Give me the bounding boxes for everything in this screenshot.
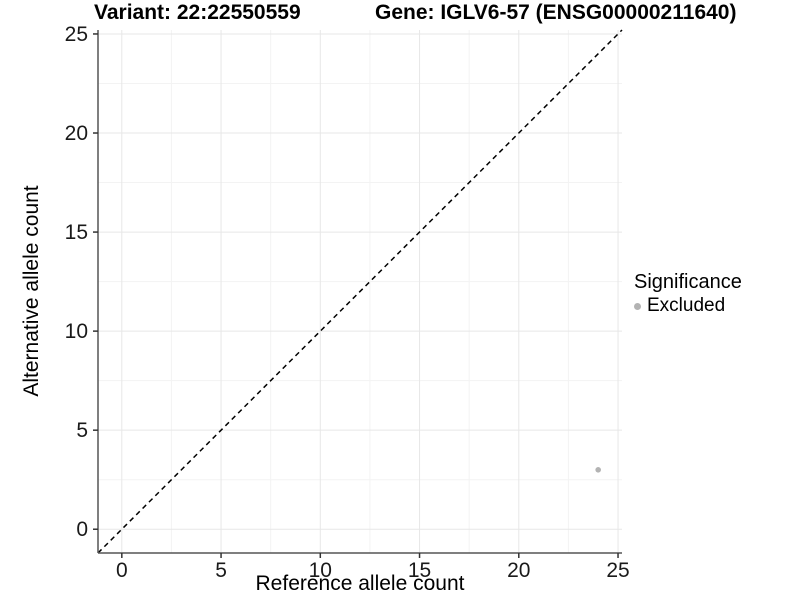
gene-title: Gene: IGLV6-57 (ENSG00000211640) bbox=[375, 1, 737, 24]
y-tick-label: 10 bbox=[65, 320, 88, 343]
x-tick-label: 5 bbox=[215, 559, 227, 582]
legend: Significance Excluded bbox=[634, 270, 742, 317]
y-tick-label: 0 bbox=[76, 518, 88, 541]
x-tick-label: 10 bbox=[309, 559, 332, 582]
x-tick-label: 0 bbox=[116, 559, 128, 582]
x-tick-label: 20 bbox=[507, 559, 530, 582]
legend-item-label: Excluded bbox=[647, 295, 726, 316]
x-tick-label: 15 bbox=[408, 559, 431, 582]
excluded-point-icon bbox=[634, 302, 641, 310]
legend-title: Significance bbox=[634, 271, 742, 293]
x-axis-title: Reference allele count bbox=[255, 572, 465, 595]
y-tick-label: 15 bbox=[65, 221, 88, 244]
x-tick-label: 25 bbox=[606, 559, 629, 582]
variant-title: Variant: 22:22550559 bbox=[94, 1, 301, 24]
y-tick-label: 25 bbox=[65, 23, 88, 46]
y-tick-label: 5 bbox=[76, 419, 88, 442]
data-point bbox=[595, 466, 601, 473]
identity-reference-line bbox=[97, 29, 623, 554]
legend-item-excluded: Excluded bbox=[634, 295, 742, 317]
y-tick-label: 20 bbox=[65, 122, 88, 145]
y-axis-title: Alternative allele count bbox=[20, 185, 43, 397]
